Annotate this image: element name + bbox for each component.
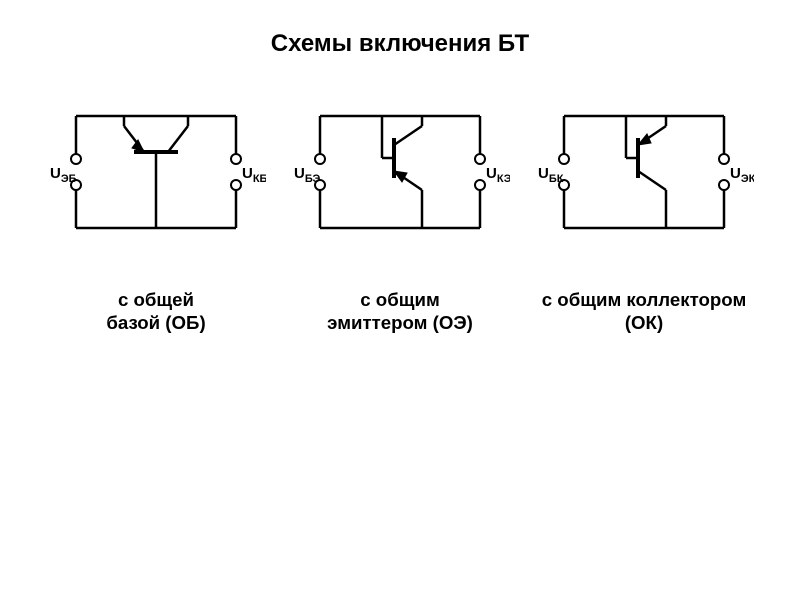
caption-oe: с общим эмиттером (ОЭ) [327, 288, 473, 335]
svg-text:UКБ: UКБ [242, 165, 266, 185]
caption-ok: с общим коллектором (ОК) [542, 288, 747, 335]
svg-text:UБЭ: UБЭ [294, 165, 320, 185]
circuit-common-base: UЭБ UКБ с общей базой (ОБ) [46, 98, 266, 335]
circuit-common-emitter: UБЭ UКЭ с общим эмиттером (ОЭ) [290, 98, 510, 335]
circuit-common-collector: UБК UЭК с общим коллектором (ОК) [534, 98, 754, 335]
caption-ob: с общей базой (ОБ) [106, 288, 205, 335]
circuit-svg-oe: UБЭ UКЭ [290, 98, 510, 248]
circuit-svg-ob: UЭБ UКБ [46, 98, 266, 248]
circuit-svg-ok: UБК UЭК [534, 98, 754, 248]
circuits-row: UЭБ UКБ с общей базой (ОБ) [0, 98, 800, 335]
svg-text:UБК: UБК [538, 165, 564, 185]
page-title: Схемы включения БТ [0, 30, 800, 58]
svg-text:UЭБ: UЭБ [50, 165, 77, 185]
svg-text:UЭК: UЭК [730, 165, 754, 185]
page-root: Схемы включения БТ [0, 0, 800, 600]
svg-text:UКЭ: UКЭ [486, 165, 510, 185]
